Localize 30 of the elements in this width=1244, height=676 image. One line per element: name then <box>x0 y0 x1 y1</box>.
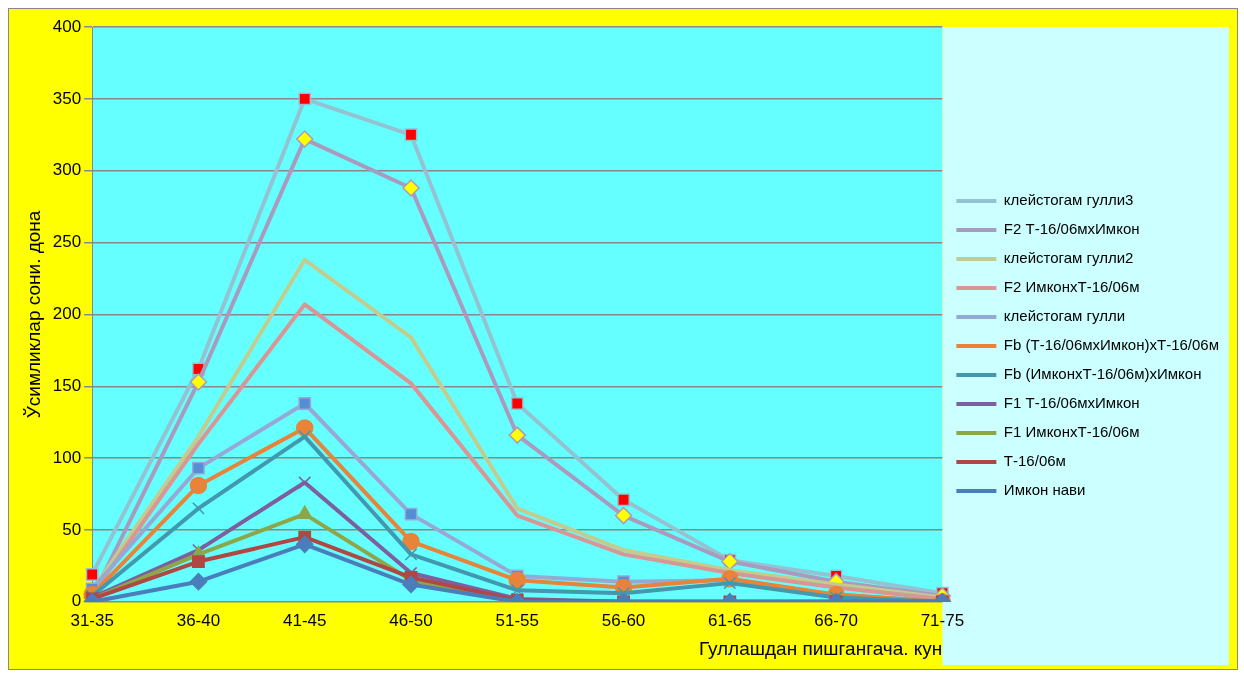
x-tick-label: 41-45 <box>282 610 327 630</box>
legend-label: клейстогам гулли2 <box>1003 249 1134 267</box>
legend-label: Fb (Т-16/06мхИмкон)хТ-16/06м <box>1003 336 1220 354</box>
y-axis-title: Ўсимликлар сони. дона <box>22 210 44 419</box>
x-tick-label: 46-50 <box>389 610 433 630</box>
x-tick-label: 51-55 <box>495 610 540 630</box>
y-tick-label: 150 <box>52 375 82 395</box>
y-tick-label: 300 <box>52 160 82 180</box>
x-tick-label: 66-70 <box>814 610 858 630</box>
y-tick-label: 200 <box>52 304 82 324</box>
legend-label: Т-16/06м <box>1003 452 1066 470</box>
x-tick-label: 61-65 <box>708 610 752 630</box>
legend-label: Имкон нави <box>1003 481 1086 499</box>
legend-label: клейстогам гулли3 <box>1003 191 1134 209</box>
legend-label: F2 Т-16/06мхИмкон <box>1003 220 1140 238</box>
legend-label: F1 ИмконхТ-16/06м <box>1003 423 1140 441</box>
x-tick-label: 56-60 <box>601 610 646 630</box>
legend-label: Fb (ИмконхТ-16/06м)хИмкон <box>1003 365 1202 383</box>
y-tick-label: 400 <box>52 16 82 36</box>
x-tick-label: 31-35 <box>70 610 114 630</box>
y-tick-label: 100 <box>52 447 82 467</box>
legend-label: F2 ИмконхТ-16/06м <box>1003 278 1140 296</box>
x-axis-title: Гуллашдан пишгангача. кун <box>698 637 943 659</box>
y-tick-label: 0 <box>71 591 82 611</box>
y-tick-label: 50 <box>62 519 82 539</box>
legend-label: F1 Т-16/06мхИмкон <box>1003 394 1140 412</box>
y-tick-label: 350 <box>52 88 82 108</box>
legend-label: клейстогам гулли <box>1003 307 1126 325</box>
x-tick-label: 36-40 <box>176 610 221 630</box>
y-tick-label: 250 <box>52 232 82 252</box>
